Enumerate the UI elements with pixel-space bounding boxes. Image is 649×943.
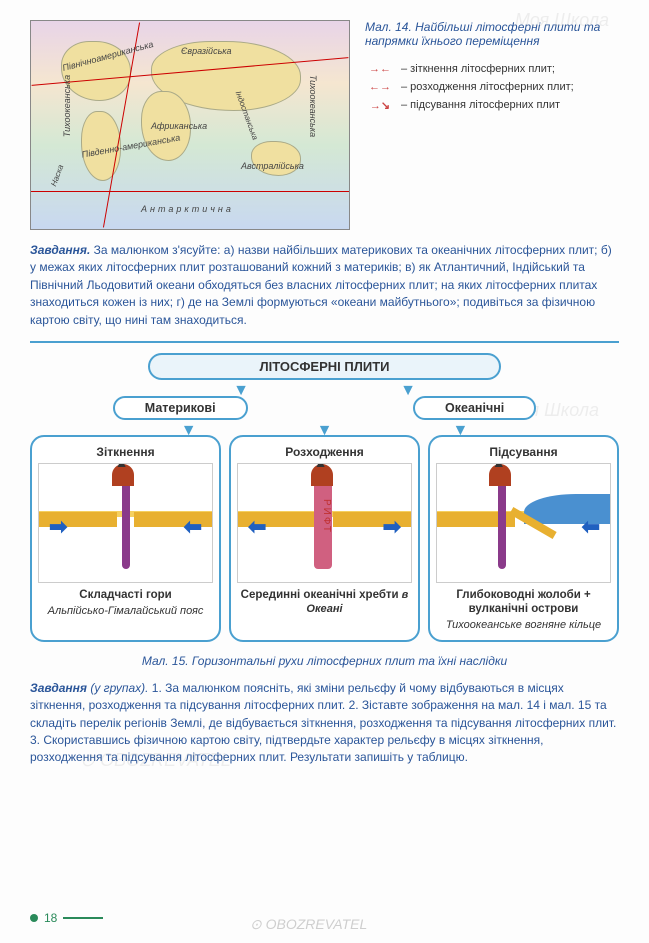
top-row: Північноамериканська Євразійська Африкан… xyxy=(30,20,619,230)
separator xyxy=(30,341,619,343)
rift-label: РИФТ xyxy=(321,499,332,534)
legend-diverge-symbol: ←→ xyxy=(365,81,395,93)
plate-label-africa: Африканська xyxy=(151,121,207,131)
arrow-left-icon: ⬅ xyxy=(582,514,600,540)
plate-label-pacific-left: Тихоокеанська xyxy=(62,75,72,137)
map-legend: →← – зіткнення літосферних плит; ←→ – ро… xyxy=(365,63,619,112)
plate-label-australia: Австралійська xyxy=(241,161,304,171)
branch-row: Материкові Океанічні xyxy=(30,396,619,420)
arrow-left-icon: ⬅ xyxy=(184,514,202,540)
legend-collision-symbol: →← xyxy=(365,63,395,75)
box-subduction-diagram: ⬅ xyxy=(436,463,611,583)
task-2: Завдання (у групах). 1. За малюнком пояс… xyxy=(30,680,619,767)
plate-label-pacific-right: Тихоокеанська xyxy=(308,75,318,137)
arrow-down-icon: ▼ ▼ ▼ xyxy=(30,426,619,436)
branch-continental: Материкові xyxy=(113,396,248,420)
branch-oceanic: Океанічні xyxy=(413,396,536,420)
task-1-label: Завдання. xyxy=(30,243,90,257)
box-divergence-title: Розходження xyxy=(237,445,412,459)
box-collision-title: Зіткнення xyxy=(38,445,213,459)
plate-label-eurasia: Євразійська xyxy=(181,46,232,56)
box-subduction-title: Підсування xyxy=(436,445,611,459)
legend-collision-text: – зіткнення літосферних плит; xyxy=(401,63,555,75)
arrow-right-icon: ➡ xyxy=(383,514,401,540)
box-divergence-result: Серединні океанічні хребти в Океані xyxy=(237,589,412,617)
box-divergence-diagram: РИФТ ⬅ ➡ xyxy=(237,463,412,583)
box-collision-example: Альпійсько-Гімалайський пояс xyxy=(38,605,213,618)
box-collision: Зіткнення ➡ ⬅ Складчасті гори Альпійсько… xyxy=(30,435,221,642)
footer-dot-icon xyxy=(30,914,38,922)
plate-label-antarctic: Антарктична xyxy=(141,204,234,214)
legend-diverge-text: – розходження літосферних плит; xyxy=(401,81,574,93)
plate-map: Північноамериканська Євразійська Африкан… xyxy=(30,20,350,230)
figure-14-caption: Мал. 14. Найбільші літосферні плити та н… xyxy=(365,20,619,48)
page-number: 18 xyxy=(44,911,57,925)
map-caption-block: Мал. 14. Найбільші літосферні плити та н… xyxy=(365,20,619,230)
arrow-left-icon: ⬅ xyxy=(248,514,266,540)
task-1-text: За малюнком з'ясуйте: а) назви найбільши… xyxy=(30,243,612,327)
box-subduction: Підсування ⬅ Глибоководні жолоби + вулка… xyxy=(428,435,619,642)
legend-subduct-text: – підсування літосферних плит xyxy=(401,99,560,111)
figure-15-caption: Мал. 15. Горизонтальні рухи літосферних … xyxy=(30,654,619,668)
box-collision-result: Складчасті гори xyxy=(38,589,213,603)
diagram-root: ЛІТОСФЕРНІ ПЛИТИ xyxy=(148,353,501,380)
box-subduction-result: Глибоководні жолоби + вулканічні острови xyxy=(436,589,611,617)
watermark: ⊙ OBOZREVATEL xyxy=(250,916,367,933)
task-2-suffix: (у групах). xyxy=(87,681,148,695)
arrow-down-icon: ▼ ▼ xyxy=(30,386,619,396)
legend-subduct-symbol: →↘ xyxy=(365,99,395,112)
box-collision-diagram: ➡ ⬅ xyxy=(38,463,213,583)
plate-label-nazca: Наска xyxy=(49,163,65,187)
task-1: Завдання. За малюнком з'ясуйте: а) назви… xyxy=(30,242,619,329)
arrow-right-icon: ➡ xyxy=(49,514,67,540)
box-divergence: Розходження РИФТ ⬅ ➡ Серединні океанічні… xyxy=(229,435,420,642)
footer-line xyxy=(63,917,103,919)
page-footer: 18 xyxy=(30,911,103,925)
box-subduction-example: Тихоокеанське вогняне кільце xyxy=(436,619,611,632)
task-2-label: Завдання xyxy=(30,681,87,695)
three-box-row: Зіткнення ➡ ⬅ Складчасті гори Альпійсько… xyxy=(30,435,619,642)
